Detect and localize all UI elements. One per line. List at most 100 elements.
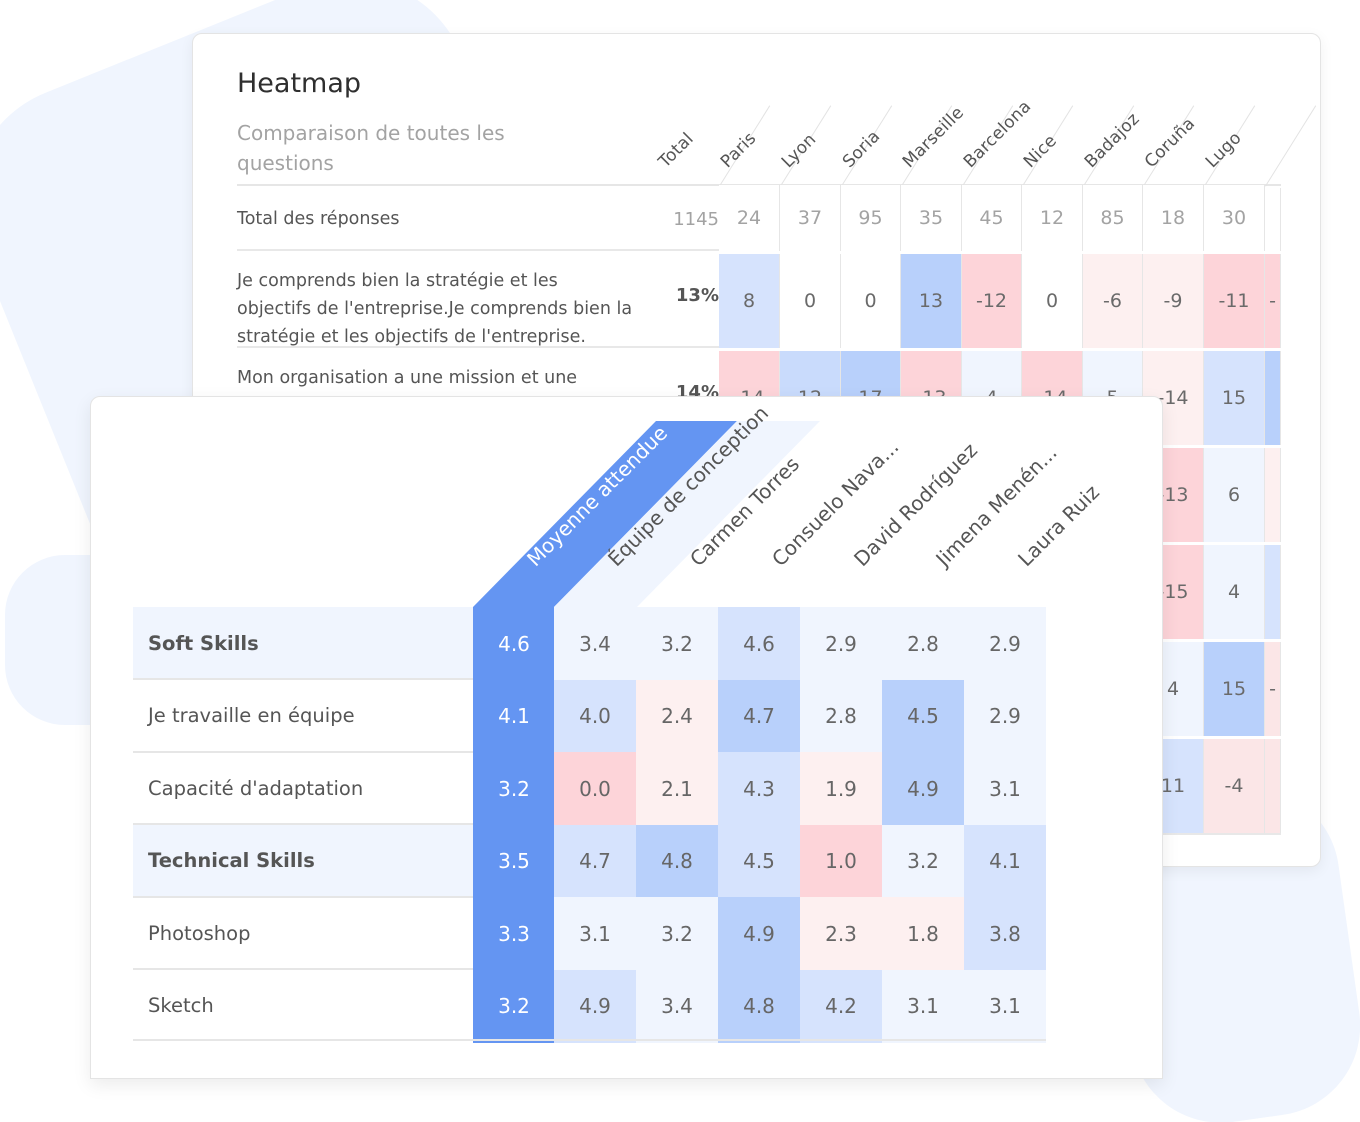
header-separator [1265,94,1317,187]
heatmap-cell: 1.8 [882,897,964,970]
row-divider [133,823,473,825]
heatmap-cell: 4.2 [800,969,882,1043]
row-label: Technical Skills [133,824,473,897]
column-header-paris[interactable]: Paris [717,94,780,187]
heatmap-cell: 4.9 [718,897,800,970]
heatmap-cell: 1.9 [800,752,882,825]
heatmap-cell: 3.1 [554,897,636,970]
row-total: 13% [675,285,719,306]
heatmap-cell: 3.8 [964,897,1046,970]
heatmap-cell: 30 [1204,185,1265,251]
row-label: Soft Skills [133,607,473,679]
expected-average-cell: 4.1 [473,679,555,753]
column-header-coru-a[interactable]: Coruña [1140,94,1204,187]
heatmap-cell [1265,448,1281,542]
column-header-label: Badajoz [1080,109,1144,172]
heatmap-cell: 2.8 [800,679,882,753]
column-header-lyon[interactable]: Lyon [777,94,841,187]
heatmap-skills-panel: Moyenne attendue Équipe de conception Carm… [90,396,1163,1079]
column-header-label: Lugo [1201,128,1246,172]
heatmap-cell: -11 [1204,254,1265,348]
heatmap-cell: 3.1 [964,969,1046,1043]
column-header-barcelona[interactable]: Barcelona [960,94,1035,187]
column-header-laura-ruiz[interactable]: Laura Ruiz [1013,480,1104,571]
expected-average-cell: 4.6 [473,607,555,680]
column-header-label: Lyon [777,129,821,172]
heatmap-cell: 85 [1083,185,1143,251]
row-label: Photoshop [148,921,251,945]
heatmap-cell: 4.1 [964,824,1046,898]
heatmap-cell: 2.1 [636,752,718,825]
heatmap-cell: -12 [962,254,1022,348]
row-divider [133,968,473,970]
heatmap-cell: 37 [780,185,841,251]
column-header-lugo[interactable]: Lugo [1201,94,1265,187]
table-bottom-divider [133,1039,1046,1041]
heatmap-cell: -6 [1083,254,1143,348]
heatmap-cell: 4.9 [554,969,636,1043]
expected-average-cell: 3.2 [473,969,555,1043]
heatmap-cell: 95 [841,185,901,251]
heatmap-cell: 4.6 [718,607,800,680]
question-row: Je comprends bien la stratégie et les ob… [237,251,1281,348]
heatmap-cell: 3.4 [636,969,718,1043]
skill-row: Sketch [133,970,1046,1043]
heatmap-cell: 4.8 [718,969,800,1043]
column-header-soria[interactable]: Soria [838,94,902,187]
heatmap-cell: 3.1 [964,752,1046,825]
column-header-label: Coruña [1140,113,1200,172]
heatmap-cell: 4 [1204,545,1265,639]
column-header-total[interactable]: Total [655,94,722,186]
skill-group-row: Technical Skills [133,824,1046,898]
heatmap-cell: 3.2 [636,607,718,680]
expected-average-cell: 3.2 [473,752,555,825]
heatmap-cell: 1.0 [800,824,882,898]
row-label: Je travaille en équipe [148,704,355,727]
heatmap-cell: 0 [780,254,841,348]
column-header-nice[interactable]: Nice [1019,94,1083,187]
row-label: Je comprends bien la stratégie et les ob… [237,271,633,347]
skill-row: Photoshop [133,897,1046,970]
heatmap-cell: 8 [719,254,780,348]
column-header-label: Nice [1019,130,1061,172]
heatmap-cell: 4.0 [554,679,636,753]
heatmap-cell: 4.5 [718,824,800,898]
row-label: Total des réponses [237,209,400,229]
heatmap-cell: 4.7 [718,679,800,753]
column-header-badajoz[interactable]: Badajoz [1080,94,1144,187]
row-label: Mon organisation a une mission et une [237,368,578,388]
skill-group-row: Soft Skills [133,607,1046,680]
heatmap-cell: - [1265,254,1281,348]
heatmap-cell: 2.9 [964,607,1046,680]
heatmap-cell: 18 [1143,185,1204,251]
heatmap-cell [1265,188,1281,251]
row-label: Sketch [148,994,214,1017]
heatmap-cell: -9 [1143,254,1204,348]
heatmap-cell: 4.7 [554,824,636,898]
heatmap-cell: 0 [841,254,901,348]
column-header-label: Soria [838,126,885,172]
expected-average-cell: 3.5 [473,824,555,898]
panel-title: Heatmap [237,68,362,99]
heatmap-cell: 4.8 [636,824,718,898]
heatmap-cell: 24 [719,185,780,251]
heatmap-cell: 4.9 [882,752,964,825]
heatmap-cell: 3.2 [882,824,964,898]
heatmap-cell: 0 [1022,254,1083,348]
heatmap-cell: - [1265,642,1281,736]
heatmap-cell: 15 [1204,642,1265,736]
heatmap-cell: 4.5 [882,679,964,753]
skill-row: Je travaille en équipe [133,680,1046,753]
column-header-marseille[interactable]: Marseille [899,94,968,187]
heatmap-cell: 12 [1022,185,1083,251]
heatmap-cell: 2.9 [964,679,1046,753]
column-header-label: Marseille [898,102,969,172]
row-label: Capacité d'adaptation [148,776,364,800]
heatmap-cell [1265,351,1281,445]
skill-row: Capacité d'adaptation [133,752,1046,825]
heatmap-cell: 2.8 [882,607,964,680]
heatmap-cell: 35 [901,185,962,251]
row-divider [133,678,473,680]
heatmap-cell: 6 [1204,448,1265,542]
expected-average-cell: 3.3 [473,897,555,970]
